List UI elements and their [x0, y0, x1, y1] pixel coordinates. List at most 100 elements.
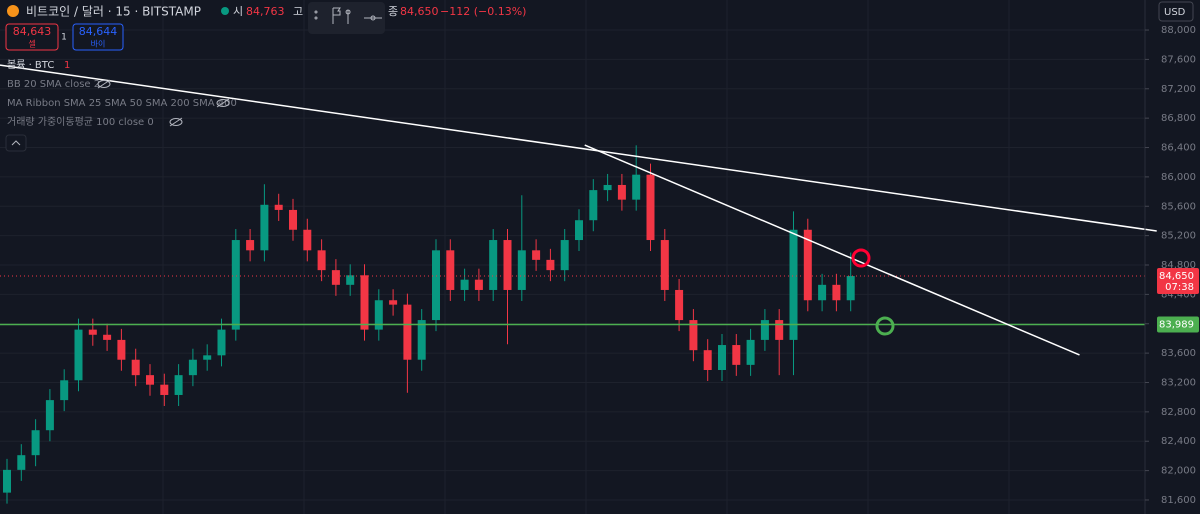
candle-body: [803, 229, 812, 301]
y-tick-label: 84,400: [1161, 289, 1196, 300]
pin-icon[interactable]: [345, 9, 351, 24]
candle-body: [689, 320, 698, 351]
marker-circle: [875, 316, 895, 336]
candle-body: [160, 384, 169, 395]
y-tick-label: 86,400: [1161, 143, 1196, 154]
candle-body: [617, 184, 626, 200]
candle-body: [732, 345, 741, 365]
y-tick-label: 84,800: [1161, 260, 1196, 271]
y-tick-label: 86,800: [1161, 113, 1196, 124]
sell-label: 셀: [28, 39, 35, 49]
candle-body: [374, 300, 383, 330]
indicator[interactable]: 볼륨 · BTC: [7, 59, 54, 71]
toolbar-icons: [314, 7, 382, 24]
candle-body: [60, 380, 69, 401]
candle-body: [575, 220, 583, 241]
trendline: [584, 144, 1080, 356]
candle-body: [331, 270, 340, 285]
candle-body: [760, 320, 769, 340]
candle-body: [146, 375, 154, 385]
candle-body: [217, 329, 226, 356]
candle-body: [560, 240, 569, 271]
candle-body: [303, 229, 312, 251]
candle-body: [360, 275, 369, 330]
buy-price: 84,644: [79, 25, 118, 38]
y-tick-label: 82,000: [1161, 466, 1196, 477]
hidden-icons: [97, 79, 230, 127]
hline-label: 83,989: [1159, 320, 1194, 331]
status-dot: [221, 7, 229, 15]
last-price-tag: [1157, 268, 1199, 295]
change: −112 (−0.13%): [440, 5, 526, 18]
candle-body: [231, 240, 240, 330]
y-tick-label: 87,200: [1161, 84, 1196, 95]
indicator[interactable]: BB 20 SMA close 2: [7, 79, 100, 90]
line-icon[interactable]: [364, 15, 382, 21]
marker-circle: [851, 248, 871, 268]
candle-body: [789, 229, 798, 340]
y-tick-label: 83,600: [1161, 348, 1196, 359]
eye-icon[interactable]: [216, 99, 230, 107]
candle-body: [718, 345, 726, 371]
currency-button[interactable]: [1158, 1, 1194, 22]
plot: [0, 64, 1157, 504]
candle-body: [417, 320, 426, 360]
candle-body: [17, 455, 26, 470]
high-label: 고: [293, 5, 303, 18]
candle-body: [289, 209, 297, 230]
candle-body: [775, 320, 784, 340]
candle-body: [432, 250, 440, 321]
candle-body: [675, 289, 684, 321]
flag-icon[interactable]: [332, 7, 341, 24]
buy-button[interactable]: [72, 23, 124, 51]
eye-icon[interactable]: [169, 118, 183, 126]
candle-body: [660, 240, 669, 290]
candle-body: [31, 430, 40, 456]
indicator-badge: 1: [64, 60, 70, 71]
candle-body: [589, 190, 598, 221]
price-axis: 88,000 87,600 87,200 86,800 86,400 86,000 85,6…: [1145, 25, 1196, 506]
trendline: [0, 64, 1157, 232]
candle-body: [832, 284, 841, 301]
candle-body: [632, 174, 641, 200]
open-value: 84,763: [246, 5, 285, 18]
currency: USD: [1164, 7, 1186, 18]
candle-body: [174, 375, 183, 395]
candle-body: [474, 279, 483, 290]
countdown: 07:38: [1165, 282, 1194, 293]
y-tick-label: 85,200: [1161, 231, 1196, 242]
candle-body: [818, 284, 827, 301]
candle-body: [503, 240, 512, 290]
candle-body: [603, 184, 612, 191]
candle-body: [346, 275, 355, 285]
candle-body: [131, 359, 140, 376]
candle-body: [74, 329, 83, 381]
eye-icon[interactable]: [97, 80, 111, 88]
drawing-toolbar: [308, 2, 385, 34]
y-tick-label: 87,600: [1161, 54, 1196, 65]
y-tick-label: 83,200: [1161, 377, 1196, 388]
collapse-icon: [11, 140, 21, 146]
candle-body: [274, 204, 283, 210]
candle-body: [260, 204, 269, 251]
grip: [314, 16, 318, 20]
close-value: 84,650: [400, 5, 439, 18]
indicator[interactable]: 거래량 가중이동평균 100 close 0: [7, 116, 154, 128]
candle-body: [746, 339, 755, 365]
candle-body: [460, 279, 469, 290]
close-label: 종: [388, 5, 398, 18]
symbol[interactable]: 비트코인 / 달러 · 15 · BITSTAMP: [26, 5, 201, 19]
open-label: 시: [233, 5, 243, 18]
quantity[interactable]: 1: [61, 33, 67, 43]
sell-price: 84,643: [13, 25, 52, 38]
candle-body: [389, 300, 398, 305]
y-tick-label: 88,000: [1161, 25, 1196, 36]
candle-body: [703, 350, 712, 371]
indicator[interactable]: MA Ribbon SMA 25 SMA 50 SMA 200 SMA 400: [7, 98, 237, 109]
sell-button[interactable]: [5, 23, 59, 51]
collapse-button[interactable]: [5, 134, 27, 152]
candle-body: [103, 334, 112, 340]
candle-body: [203, 355, 212, 360]
candle-body: [517, 250, 526, 290]
